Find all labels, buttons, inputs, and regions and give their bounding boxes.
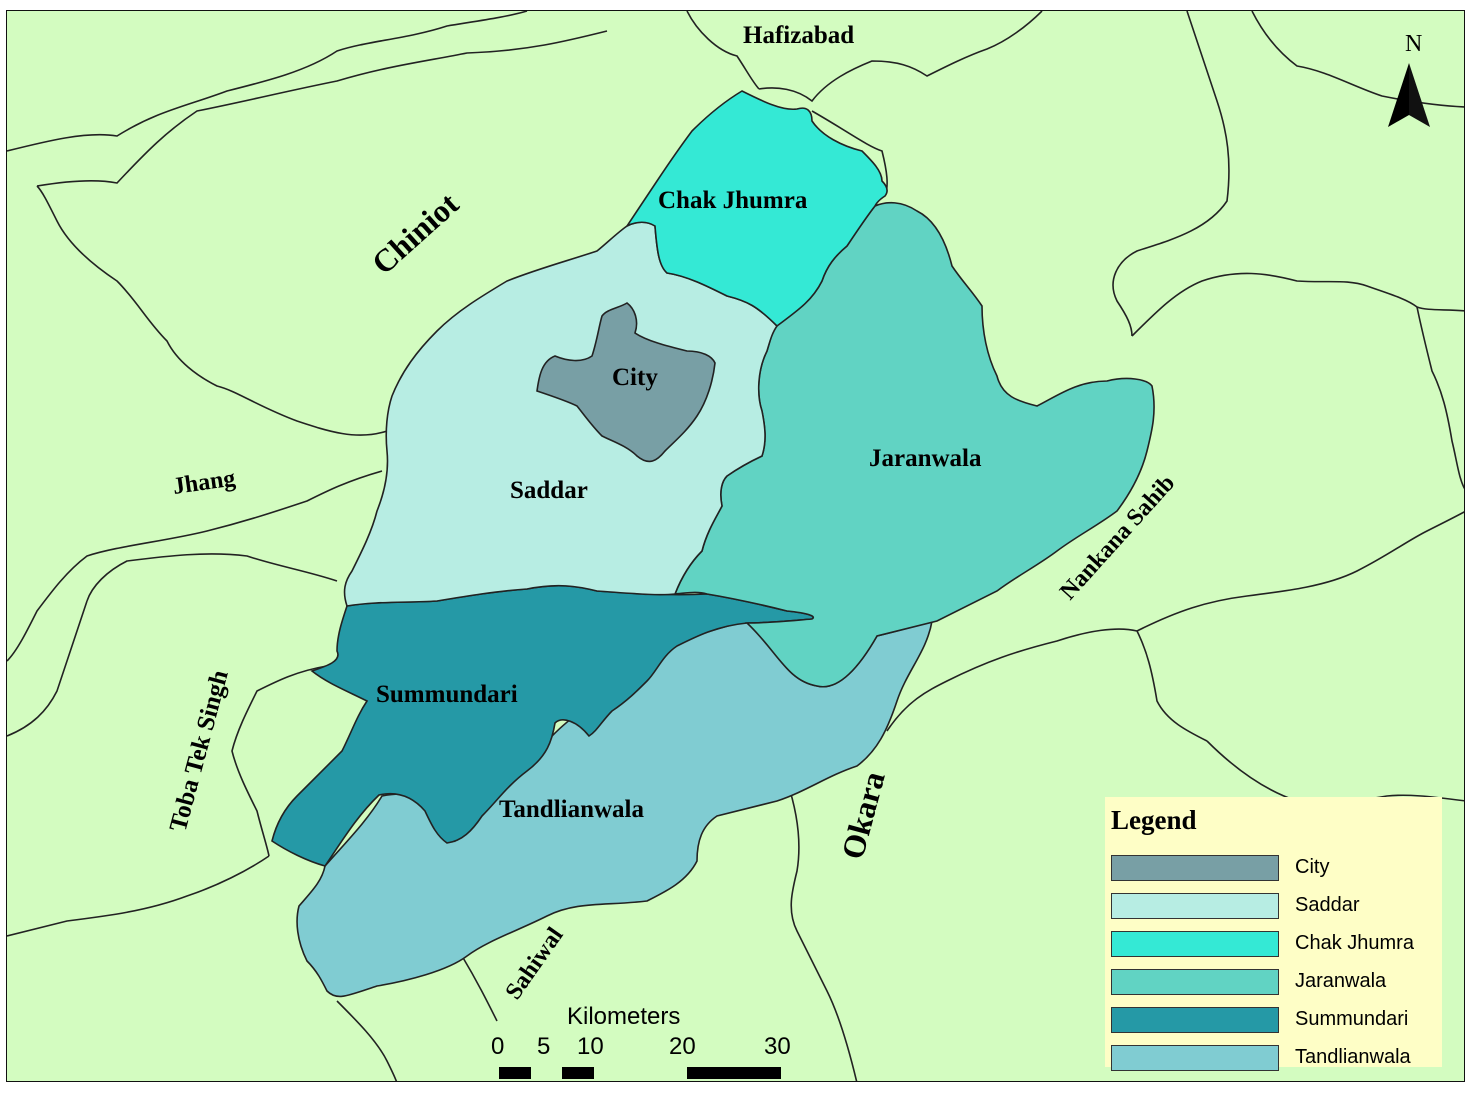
region-label-summundari: Summundari bbox=[376, 681, 518, 708]
legend-label-saddar: Saddar bbox=[1295, 894, 1360, 916]
legend-swatch-tandlianwala bbox=[1111, 1045, 1279, 1071]
neighbor-label-toba-tek-singh: Toba Tek Singh bbox=[165, 667, 234, 834]
region-label-chak-jhumra: Chak Jhumra bbox=[658, 187, 808, 214]
region-city bbox=[536, 302, 716, 463]
legend-swatch-city bbox=[1111, 855, 1279, 881]
scale-tick-5: 5 bbox=[537, 1033, 551, 1060]
legend-item-city: City bbox=[1111, 855, 1441, 883]
legend-swatch-chak-jhumra bbox=[1111, 931, 1279, 957]
region-label-tandlianwala: Tandlianwala bbox=[499, 796, 644, 823]
legend-item-jaranwala: Jaranwala bbox=[1111, 969, 1441, 997]
region-label-city: City bbox=[612, 364, 658, 391]
scale-bar-title: Kilometers bbox=[567, 1003, 681, 1030]
region-label-saddar: Saddar bbox=[510, 477, 588, 504]
scale-tick-20: 20 bbox=[669, 1033, 696, 1060]
legend-swatch-jaranwala bbox=[1111, 969, 1279, 995]
neighbor-label-sahiwal: Sahiwal bbox=[501, 923, 569, 1005]
legend-swatch-saddar bbox=[1111, 893, 1279, 919]
legend-item-saddar: Saddar bbox=[1111, 893, 1441, 921]
region-label-jaranwala: Jaranwala bbox=[869, 445, 982, 472]
legend-label-chak-jhumra: Chak Jhumra bbox=[1295, 932, 1414, 954]
legend-label-tandlianwala: Tandlianwala bbox=[1295, 1046, 1411, 1068]
north-letter: N bbox=[1405, 31, 1423, 57]
legend-label-city: City bbox=[1295, 856, 1330, 878]
legend-title: Legend bbox=[1111, 805, 1197, 835]
legend-swatch-summundari bbox=[1111, 1007, 1279, 1033]
neighbor-label-jhang: Jhang bbox=[171, 465, 237, 499]
map-canvas: Chak Jhumra City Jaranwala Saddar Summun… bbox=[7, 11, 1464, 1081]
district-regions bbox=[271, 90, 1155, 998]
legend-label-summundari: Summundari bbox=[1295, 1008, 1409, 1030]
scale-tick-30: 30 bbox=[764, 1033, 791, 1060]
legend-item-summundari: Summundari bbox=[1111, 1007, 1441, 1035]
legend: Legend City Saddar Chak Jhumra Jaranwala… bbox=[1105, 797, 1442, 1071]
neighbor-label-okara: Okara bbox=[834, 768, 892, 863]
region-chak-jhumra bbox=[624, 90, 888, 328]
scale-bar-segment bbox=[562, 1067, 594, 1079]
scale-tick-0: 0 bbox=[491, 1033, 505, 1060]
scale-bar bbox=[499, 1067, 781, 1079]
north-arrow-icon bbox=[1388, 63, 1430, 127]
legend-label-jaranwala: Jaranwala bbox=[1295, 970, 1387, 992]
legend-item-chak-jhumra: Chak Jhumra bbox=[1111, 931, 1441, 959]
scale-tick-10: 10 bbox=[577, 1033, 604, 1060]
scale-bar-segment bbox=[499, 1067, 531, 1079]
scale-bar-segment bbox=[687, 1067, 781, 1079]
map-frame: Chak Jhumra City Jaranwala Saddar Summun… bbox=[6, 10, 1465, 1082]
neighbor-label-hafizabad: Hafizabad bbox=[743, 22, 854, 49]
legend-item-tandlianwala: Tandlianwala bbox=[1111, 1045, 1441, 1073]
neighbor-label-chiniot: Chiniot bbox=[365, 185, 466, 281]
